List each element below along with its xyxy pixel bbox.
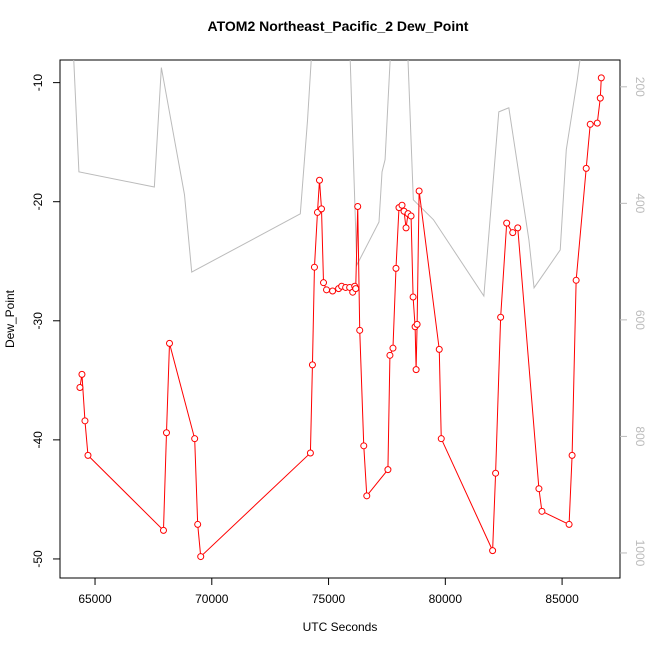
- data-point: [538, 507, 546, 515]
- data-point: [354, 202, 362, 210]
- data-point: [413, 320, 421, 328]
- x-tick-label: 70000: [195, 592, 229, 606]
- data-point: [308, 361, 316, 369]
- y2-tick-label: 600: [633, 310, 647, 330]
- data-point: [586, 120, 594, 128]
- series-line: [79, 77, 602, 558]
- y2-tick-label: 1000: [633, 540, 647, 567]
- data-point: [596, 94, 604, 102]
- plot-area: [73, 60, 605, 561]
- data-point: [76, 383, 84, 391]
- data-point: [197, 553, 205, 561]
- data-point: [356, 326, 364, 334]
- data-point: [535, 485, 543, 493]
- data-point: [409, 293, 417, 301]
- y-tick-label: -40: [31, 431, 45, 449]
- data-point: [323, 286, 331, 294]
- data-point: [384, 466, 392, 474]
- data-point: [593, 119, 601, 127]
- data-point: [320, 279, 328, 287]
- data-point: [81, 417, 89, 425]
- y-tick-label: -50: [31, 550, 45, 568]
- series-line: [73, 60, 581, 298]
- x-tick-label: 80000: [429, 592, 463, 606]
- data-point: [166, 339, 174, 347]
- data-point: [310, 263, 318, 271]
- data-point: [84, 451, 92, 459]
- data-point: [503, 219, 511, 227]
- data-point: [306, 449, 314, 457]
- data-point: [568, 451, 576, 459]
- y-tick-label: -10: [31, 74, 45, 92]
- data-point: [162, 429, 170, 437]
- data-point: [492, 469, 500, 477]
- data-point: [360, 442, 368, 450]
- data-point: [582, 164, 590, 172]
- data-point: [352, 285, 360, 293]
- data-point: [159, 526, 167, 534]
- data-point: [407, 212, 415, 220]
- y2-tick-label: 200: [633, 77, 647, 97]
- data-point: [329, 287, 337, 295]
- data-point: [315, 176, 323, 184]
- y2-tick-label: 800: [633, 426, 647, 446]
- data-point: [435, 345, 443, 353]
- data-point: [565, 520, 573, 528]
- data-point: [318, 205, 326, 213]
- plot-frame: [59, 59, 621, 579]
- data-point: [437, 435, 445, 443]
- data-point: [398, 201, 406, 209]
- x-axis-label: UTC Seconds: [303, 620, 378, 634]
- data-point: [497, 313, 505, 321]
- data-point: [392, 264, 400, 272]
- data-point: [402, 224, 410, 232]
- data-point: [78, 370, 86, 378]
- data-point: [509, 229, 517, 237]
- data-point: [597, 74, 605, 82]
- data-point: [363, 492, 371, 500]
- data-point: [191, 435, 199, 443]
- y-axis-label: Dew_Point: [3, 289, 17, 348]
- data-point: [412, 366, 420, 374]
- y-tick-label: -30: [31, 312, 45, 330]
- data-point: [386, 351, 394, 359]
- data-point: [415, 187, 423, 195]
- data-point: [489, 547, 497, 555]
- data-point: [572, 276, 580, 284]
- y2-tick-label: 400: [633, 193, 647, 213]
- chart-title: ATOM2 Northeast_Pacific_2 Dew_Point: [208, 18, 469, 34]
- data-point: [389, 344, 397, 352]
- data-point: [194, 520, 202, 528]
- x-tick-label: 65000: [78, 592, 112, 606]
- data-point: [514, 224, 522, 232]
- x-tick-label: 75000: [312, 592, 346, 606]
- x-tick-label: 85000: [545, 592, 579, 606]
- y-tick-label: -20: [31, 193, 45, 211]
